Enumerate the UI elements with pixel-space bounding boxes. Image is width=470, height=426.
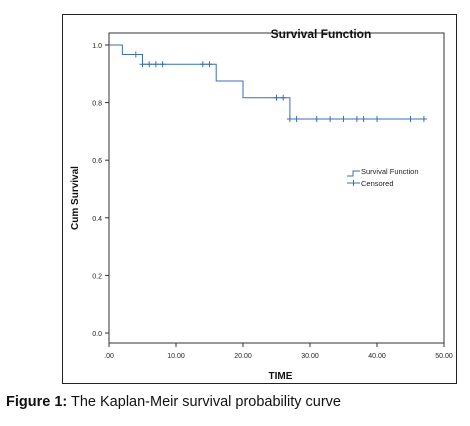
x-tick-label: .00 <box>104 353 114 360</box>
censored-marker <box>146 61 153 68</box>
legend-survival-label: Survival Function <box>361 167 419 176</box>
y-axis-label: Cum Survival <box>70 166 81 230</box>
legend-survival-symbol <box>347 170 360 177</box>
legend-censored-label: Censored <box>361 179 394 188</box>
censored-marker <box>374 116 380 123</box>
y-tick-label: 0.2 <box>92 273 102 280</box>
chart-frame: Survival Function .00 10.00 20.00 30.00 40.00… <box>62 14 457 384</box>
y-tick-label: 1.0 <box>92 43 102 50</box>
censored-marker <box>420 116 427 123</box>
y-tick-label: 0.6 <box>92 158 102 165</box>
censored-marker <box>280 94 287 101</box>
x-tick-label: 10.00 <box>167 353 185 360</box>
y-tick-label: 0.8 <box>92 101 102 108</box>
censored-marker <box>139 61 146 68</box>
censored-marker <box>286 116 293 123</box>
censored-marker <box>293 116 300 123</box>
y-tick-label: 0.4 <box>92 216 102 223</box>
censored-marker <box>353 116 360 123</box>
censored-marker <box>206 61 213 68</box>
survival-function-line <box>109 44 424 120</box>
caption-text: The Kaplan-Meir survival probability cur… <box>67 394 341 410</box>
censored-marker <box>159 61 166 68</box>
x-tick-label: 40.00 <box>368 353 386 360</box>
censored-marker <box>152 61 159 68</box>
x-tick-label: 20.00 <box>234 353 252 360</box>
x-tick-label: 30.00 <box>301 353 319 360</box>
legend-censored-symbol <box>347 180 360 186</box>
censored-marker <box>360 116 367 123</box>
censored-marker <box>407 116 414 123</box>
censored-marker <box>132 51 139 58</box>
censored-marker <box>273 94 280 101</box>
x-tick-label: 50.00 <box>435 353 453 360</box>
chart-svg: Survival Function .00 10.00 20.00 30.00 40.00… <box>70 27 453 382</box>
censored-marker <box>327 116 334 123</box>
x-axis-label: TIME <box>269 371 293 382</box>
chart-title: Survival Function <box>271 27 372 41</box>
censored-marker <box>313 116 320 123</box>
y-tick-label: 0.0 <box>92 331 102 338</box>
censored-marker <box>199 61 206 68</box>
censored-marker <box>340 116 347 123</box>
figure-caption: Figure 1: The Kaplan-Meir survival proba… <box>6 394 341 410</box>
plot-area <box>108 32 445 344</box>
caption-label: Figure 1: <box>6 394 68 410</box>
